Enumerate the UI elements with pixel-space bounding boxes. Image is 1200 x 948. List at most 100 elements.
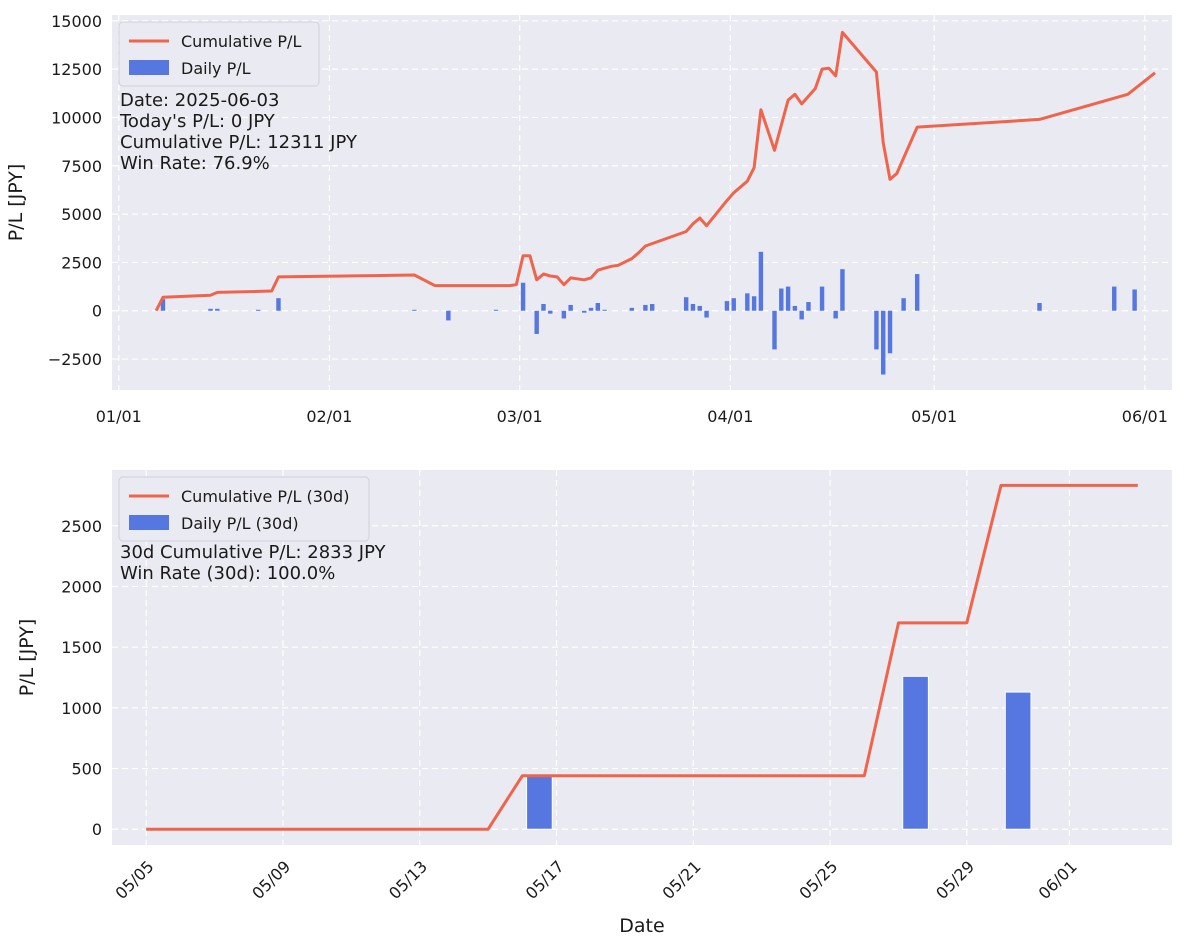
legend-line-label: Cumulative P/L [181, 32, 301, 51]
daily-pl-bar [208, 308, 213, 311]
chart-top: −2500 0 2500 5000 7500 10000 12500 15000 01/01 02… [5, 12, 1172, 426]
daily-pl-bar [412, 309, 417, 311]
daily-pl-bar [520, 282, 526, 311]
y-tick-label: 500 [71, 760, 102, 779]
y-tick-label: 12500 [51, 60, 102, 79]
info-text-line: Win Rate (30d): 100.0% [120, 563, 335, 584]
cumulative-pl-line [146, 483, 1138, 831]
daily-pl-bar [799, 310, 804, 320]
daily-pl-bar [649, 303, 655, 311]
daily-pl-bar [772, 310, 777, 350]
info-text-line: Date: 2025-06-03 [120, 90, 279, 111]
x-tick-label: 05/21 [659, 857, 705, 903]
daily-pl-bar [1004, 691, 1032, 830]
legend-bar-swatch [129, 60, 169, 75]
x-tick-label: 05/13 [385, 857, 431, 903]
daily-pl-bar [724, 301, 730, 311]
daily-pl-bar [588, 307, 594, 311]
y-tick-label: 15000 [51, 12, 102, 31]
y-tick-label: 2500 [61, 253, 102, 272]
x-tick-label: 01/01 [96, 407, 142, 426]
daily-pl-bar [215, 308, 220, 311]
y-tick-label: 10000 [51, 108, 102, 127]
y-tick-label: 0 [92, 820, 102, 839]
daily-pl-bar [690, 303, 696, 311]
daily-pl-bar [160, 299, 166, 311]
daily-pl-bar [874, 310, 879, 350]
daily-pl-bar [526, 775, 553, 830]
daily-pl-bar [548, 310, 553, 314]
y-tick-label: 1500 [61, 638, 102, 657]
legend-bar-swatch [129, 515, 169, 530]
x-tick-label: 05/25 [795, 857, 841, 903]
y-tick-label: 5000 [61, 205, 102, 224]
legend: Cumulative P/L Daily P/L [118, 21, 320, 87]
x-tick-label: 06/01 [1035, 857, 1081, 903]
daily-pl-bar [493, 309, 499, 311]
legend-line-label: Cumulative P/L (30d) [181, 487, 349, 506]
daily-pl-bar [914, 274, 920, 311]
daily-pl-bar [595, 303, 601, 311]
daily-pl-bar [779, 288, 784, 311]
daily-pl-bar [629, 307, 635, 311]
daily-pl-bar [833, 310, 838, 319]
x-tick-label: 02/01 [306, 407, 352, 426]
daily-pl-bar [446, 310, 451, 321]
daily-pl-bar [582, 310, 587, 313]
x-tick-label: 05/01 [911, 407, 957, 426]
y-tick-label: 7500 [61, 157, 102, 176]
daily-pl-bar [1132, 289, 1137, 311]
x-tick-label: 05/09 [248, 857, 294, 903]
y-tick-label: 0 [92, 302, 102, 321]
daily-pl-bar [697, 305, 702, 311]
daily-pl-bar [785, 286, 791, 311]
daily-pl-bar [683, 297, 689, 311]
daily-pl-bar [1037, 303, 1042, 311]
x-axis-label: Date [619, 915, 664, 937]
daily-pl-bar [561, 310, 567, 319]
daily-pl-bar [1112, 286, 1117, 311]
y-tick-label: 2500 [61, 517, 102, 536]
daily-pl-bar [819, 286, 825, 311]
info-text-line: Win Rate: 76.9% [120, 153, 270, 174]
daily-pl-bar [602, 309, 607, 311]
daily-pl-bar [534, 310, 539, 334]
daily-pl-bar [541, 303, 546, 311]
daily-pl-bar [887, 310, 893, 354]
x-tick-label: 05/29 [932, 857, 978, 903]
daily-pl-bar [901, 298, 906, 311]
daily-pl-bar [840, 269, 845, 311]
y-tick-label: 1000 [61, 699, 102, 718]
cumulative-pl-line [154, 30, 1156, 312]
daily-pl-bar [902, 675, 929, 830]
y-tick-label: 2000 [61, 578, 102, 597]
y-axis-label: P/L [JPY] [16, 619, 38, 697]
daily-pl-bar [745, 293, 750, 311]
y-axis-label: P/L [JPY] [5, 164, 27, 242]
daily-pl-bar [731, 298, 736, 311]
daily-pl-bar [276, 298, 281, 311]
x-tick-label: 04/01 [707, 407, 753, 426]
y-tick-label: −2500 [48, 350, 102, 369]
daily-pl-bar [758, 251, 764, 311]
info-text-line: 30d Cumulative P/L: 2833 JPY [120, 542, 387, 563]
x-tick-label: 05/05 [111, 857, 157, 903]
info-text-line: Today's P/L: 0 JPY [119, 111, 276, 132]
daily-pl-bar [255, 309, 261, 311]
x-tick-label: 05/17 [522, 857, 568, 903]
daily-pl-bar [751, 296, 757, 311]
legend-bar-label: Daily P/L [181, 59, 251, 78]
info-text-line: Cumulative P/L: 12311 JPY [120, 132, 358, 153]
x-tick-label: 06/01 [1122, 407, 1168, 426]
daily-pl-bar [792, 305, 798, 311]
daily-pl-bar [568, 304, 573, 311]
x-tick-label: 03/01 [497, 407, 543, 426]
daily-pl-bar [881, 310, 886, 375]
legend: Cumulative P/L (30d) Daily P/L (30d) [118, 476, 370, 542]
legend-box [118, 476, 370, 542]
daily-pl-bar [806, 302, 811, 311]
chart-bottom: 0 500 1000 1500 2000 2500 05/05 05/09 05/13 05/17… [16, 470, 1172, 937]
daily-pl-bar [704, 310, 709, 318]
legend-bar-label: Daily P/L (30d) [181, 514, 299, 533]
